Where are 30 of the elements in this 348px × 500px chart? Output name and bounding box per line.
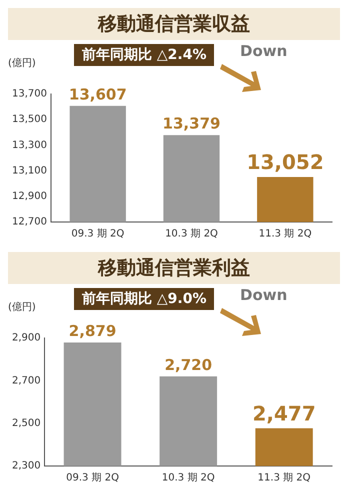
y-tick-label: 2,700 [12,375,41,386]
x-tick-label: 11.3 期 2Q [258,228,312,240]
x-tick-label: 09.3 期 2Q [71,228,124,240]
x-tick-label: 10.3 期 2Q [165,228,218,240]
chart-title: 移動通信営業利益 [8,252,340,284]
y-tick-label: 13,500 [12,114,47,126]
y-tick-label: 13,700 [12,88,47,100]
y-axis-title: (億円) [8,56,36,70]
text: 前年同期比 △9.0% [74,288,214,310]
x-tick-label: 09.3 期 2Q [66,472,120,484]
y-tick-label: 13,300 [12,140,47,151]
y-tick-label: 2,500 [12,418,41,429]
data-label: 2,720 [164,356,212,374]
text: Down [240,42,288,60]
y-tick-label: 2,900 [12,332,41,344]
y-tick-label: 2,300 [12,460,41,472]
data-label: 2,477 [252,401,316,426]
y-axis-title: (億円) [8,300,36,314]
y-tick-label: 13,100 [12,165,47,176]
text: 前年同期比 △2.4% [74,44,214,66]
text: Down [240,286,288,304]
x-tick-label: 11.3 期 2Q [258,472,311,484]
data-label: 2,879 [68,322,116,340]
data-label: 13,607 [68,85,127,104]
data-label: 13,379 [162,114,220,132]
chart-title: 移動通信営業収益 [8,8,340,40]
x-tick-label: 10.3 期 2Q [162,472,215,484]
y-tick-label: 12,700 [12,216,47,228]
y-tick-label: 12,900 [12,190,47,202]
data-label: 13,052 [246,150,324,174]
